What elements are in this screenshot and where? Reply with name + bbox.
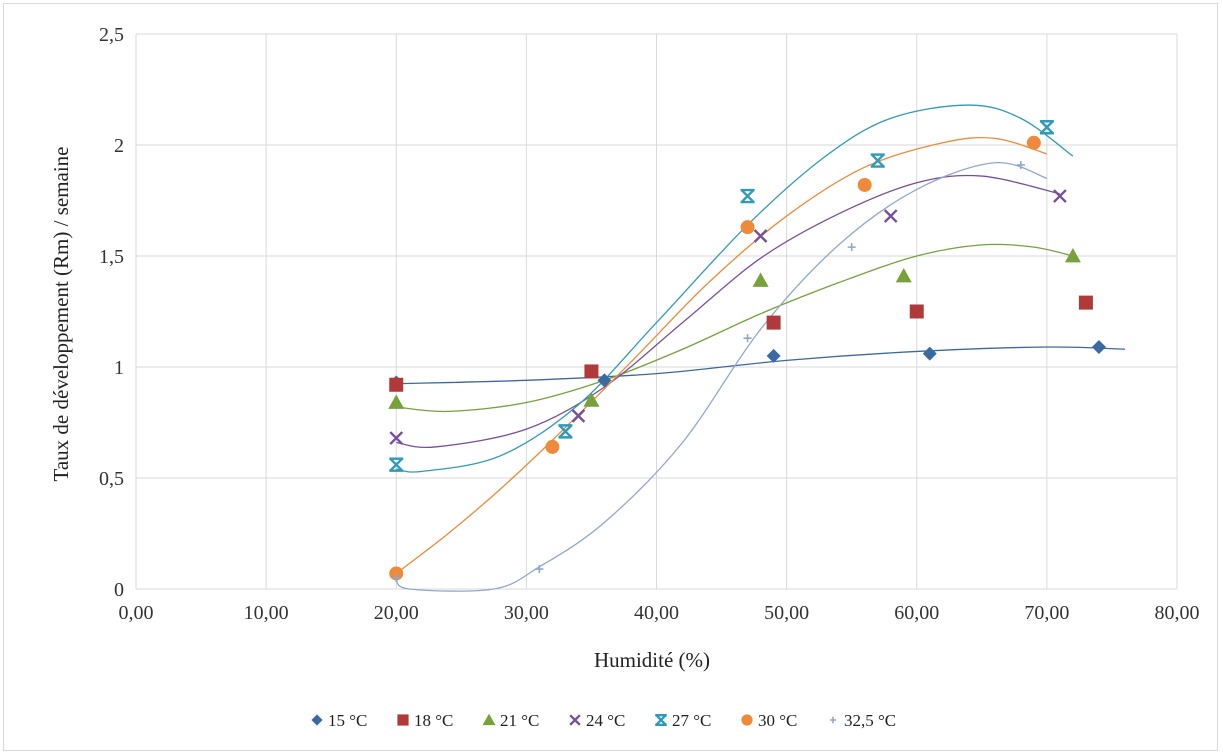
x-tick-label: 70,00 — [1024, 602, 1069, 624]
legend-label: 15 °C — [328, 711, 367, 730]
data-point — [535, 565, 544, 574]
legend-marker — [655, 714, 667, 726]
trend-layer — [395, 104, 1125, 592]
y-axis-title: Taux de développement (Rm) / semaine — [49, 146, 73, 481]
legend-item: 27 °C — [655, 711, 711, 730]
legend-marker — [482, 713, 496, 726]
x-tick-label: 60,00 — [894, 602, 939, 624]
legend-item: 18 °C — [397, 711, 453, 730]
y-tick-label: 2,5 — [99, 24, 124, 46]
data-point — [571, 408, 586, 423]
legend-marker — [741, 714, 753, 726]
data-point — [766, 348, 781, 363]
y-tick-label: 1,5 — [99, 246, 124, 268]
legend-marker — [311, 714, 323, 726]
legend-label: 24 °C — [586, 711, 625, 730]
data-point — [847, 243, 856, 252]
legend-item: 15 °C — [311, 711, 367, 730]
data-point — [1078, 295, 1093, 310]
data-point — [922, 346, 937, 361]
data-point — [766, 315, 781, 330]
data-point — [389, 457, 404, 472]
y-tick-label: 2 — [114, 135, 124, 157]
legend-marker — [569, 714, 581, 726]
legend-item: 30 °C — [741, 711, 797, 730]
legend-label: 18 °C — [414, 711, 453, 730]
grid-layer — [135, 33, 1178, 590]
data-point — [1039, 120, 1054, 135]
data-point — [389, 377, 404, 392]
x-tick-label: 30,00 — [504, 602, 549, 624]
chart-svg: 0,00 10,00 20,00 30,00 40,00 50,00 60,00 70,00 8… — [49, 24, 1200, 730]
data-point — [740, 220, 755, 235]
data-point — [740, 188, 755, 204]
legend-marker — [829, 716, 837, 724]
x-tick-label: 20,00 — [374, 602, 419, 624]
trendline-30c — [395, 136, 1048, 574]
trendline-27c — [396, 104, 1074, 473]
data-point — [883, 209, 898, 223]
y-tick-label: 0 — [114, 579, 124, 601]
data-point — [392, 573, 401, 582]
legend-marker — [397, 714, 409, 726]
x-tick-label: 10,00 — [244, 602, 289, 624]
data-point — [743, 334, 752, 343]
data-point — [1016, 160, 1025, 169]
data-point — [870, 153, 885, 168]
x-tick-label: 80,00 — [1155, 602, 1200, 624]
data-point — [389, 431, 404, 445]
legend-item: 24 °C — [569, 711, 625, 730]
trendline-24c — [396, 174, 1061, 449]
points-layer — [388, 120, 1106, 582]
legend-label: 32,5 °C — [844, 711, 896, 730]
x-tick-label: 50,00 — [764, 602, 809, 624]
data-point — [1053, 189, 1067, 203]
legend: 15 °C 18 °C 21 °C 24 °C 27 °C 30 °C 32,5 °C — [311, 711, 896, 730]
axis-layer: 0,00 10,00 20,00 30,00 40,00 50,00 60,00 70,00 8… — [99, 24, 1200, 624]
data-point — [558, 424, 573, 439]
legend-item: 21 °C — [482, 711, 539, 730]
legend-label: 21 °C — [500, 711, 539, 730]
data-point — [857, 177, 872, 192]
x-axis-title: Humidité (%) — [594, 648, 710, 672]
data-point — [1064, 248, 1081, 263]
legend-item: 32,5 °C — [829, 711, 896, 730]
legend-label: 30 °C — [758, 711, 797, 730]
data-point — [545, 439, 560, 454]
data-point — [388, 394, 405, 409]
data-point — [583, 392, 600, 407]
data-point — [1026, 135, 1041, 150]
data-point — [389, 566, 404, 581]
y-tick-label: 0,5 — [99, 468, 124, 490]
data-point — [1091, 340, 1106, 355]
data-point — [895, 267, 912, 283]
x-tick-label: 40,00 — [634, 602, 679, 624]
trendline-21c — [396, 243, 1074, 413]
data-point — [909, 304, 924, 319]
data-point — [753, 229, 768, 243]
trendline-15c — [396, 346, 1125, 385]
x-tick-label: 0,00 — [119, 602, 154, 624]
data-point — [752, 272, 769, 287]
data-point — [584, 364, 599, 379]
chart-frame: 0,00 10,00 20,00 30,00 40,00 50,00 60,00 70,00 8… — [3, 3, 1218, 751]
legend-label: 27 °C — [672, 711, 711, 730]
data-point — [597, 373, 612, 388]
trendline-325c — [395, 162, 1048, 592]
y-tick-label: 1 — [114, 357, 124, 379]
